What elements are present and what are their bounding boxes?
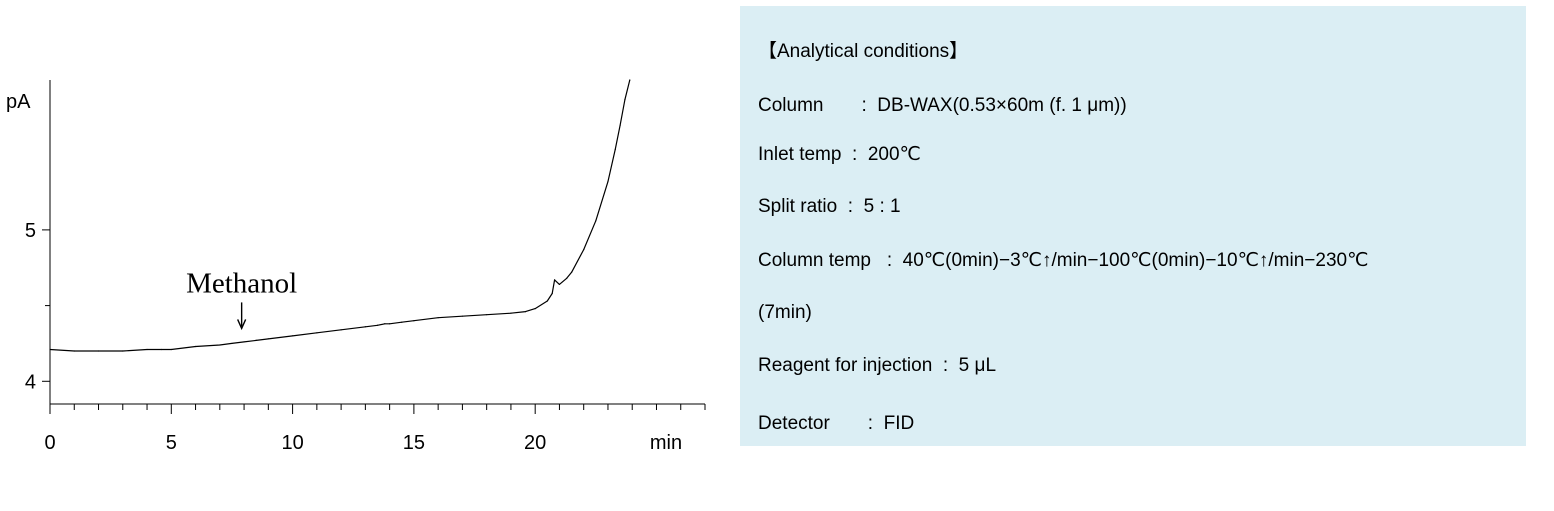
trace-point bbox=[614, 149, 616, 151]
condition-column: Column : DB-WAX(0.53×60m (f. 1 μm)) bbox=[758, 95, 1127, 116]
trace-point bbox=[122, 350, 124, 352]
methanol-arrow-head-icon bbox=[237, 319, 247, 331]
x-tick-label: 20 bbox=[524, 432, 546, 454]
trace-point bbox=[546, 300, 548, 302]
series-layer bbox=[49, 79, 631, 352]
chromatogram-chart: 0 5 10 15 20 min 4 5 pA Methanol bbox=[0, 0, 730, 511]
condition-column-temp-cont: (7min) bbox=[758, 302, 812, 323]
y-tick-label: 4 bbox=[25, 371, 36, 393]
trace-point bbox=[160, 348, 163, 351]
condition-column-temp: Column temp : 40℃(0min)−3℃↑/min−100℃(0mi… bbox=[758, 250, 1369, 271]
chart-axes: 0 5 10 15 20 min 4 5 pA bbox=[6, 80, 706, 454]
y-unit-label: pA bbox=[6, 91, 31, 113]
methanol-annotation: Methanol bbox=[186, 267, 297, 299]
trace-point bbox=[243, 341, 245, 343]
x-tick-label: 0 bbox=[44, 432, 55, 454]
trace-point bbox=[316, 332, 318, 334]
trace-point bbox=[619, 124, 621, 127]
x-tick-label: 5 bbox=[166, 432, 177, 454]
trace-point bbox=[73, 350, 75, 352]
annotation-layer: Methanol bbox=[186, 267, 297, 331]
trace-point bbox=[607, 180, 609, 183]
analytical-conditions-panel: 【Analytical conditions】 Column : DB-WAX(… bbox=[740, 6, 1526, 446]
trace-point bbox=[595, 220, 597, 222]
condition-reagent: Reagent for injection : 5 μL bbox=[758, 355, 997, 376]
trace-point bbox=[566, 277, 568, 279]
trace-point bbox=[291, 335, 294, 337]
trace-point bbox=[401, 321, 403, 323]
chromatogram-svg: 0 5 10 15 20 min 4 5 pA Methanol bbox=[6, 79, 706, 454]
trace-point bbox=[629, 79, 631, 81]
trace-point bbox=[413, 320, 415, 322]
trace-point bbox=[255, 339, 257, 342]
trace-point bbox=[524, 311, 527, 313]
trace-point bbox=[49, 348, 51, 351]
trace-point bbox=[553, 279, 556, 281]
x-tick-label: 10 bbox=[281, 432, 303, 454]
x-unit-label: min bbox=[650, 432, 682, 454]
chromatogram-trace bbox=[49, 79, 631, 352]
y-tick-label: 5 bbox=[25, 220, 36, 242]
trace-point bbox=[583, 248, 585, 251]
trace-point bbox=[570, 271, 573, 273]
trace-point bbox=[461, 315, 464, 317]
conditions-heading: 【Analytical conditions】 bbox=[758, 41, 969, 62]
trace-point bbox=[486, 314, 488, 316]
condition-inlet-temp: Inlet temp : 200℃ bbox=[758, 144, 921, 165]
trace-point bbox=[551, 292, 553, 295]
trace-point bbox=[534, 308, 536, 310]
trace-point bbox=[624, 99, 626, 101]
trace-point bbox=[389, 323, 391, 325]
trace-point bbox=[219, 344, 221, 346]
condition-split-ratio: Split ratio : 5 : 1 bbox=[758, 196, 901, 217]
trace-point bbox=[340, 329, 342, 331]
trace-point bbox=[510, 312, 512, 314]
trace-point bbox=[194, 345, 197, 348]
trace-point bbox=[97, 350, 100, 352]
x-tick-label: 15 bbox=[403, 432, 425, 454]
trace-point bbox=[267, 338, 269, 340]
condition-detector: Detector : FID bbox=[758, 413, 915, 434]
trace-point bbox=[558, 283, 561, 285]
trace-point bbox=[364, 326, 366, 328]
trace-point bbox=[170, 348, 172, 351]
trace-point bbox=[437, 317, 439, 319]
trace-point bbox=[376, 324, 379, 326]
trace-point bbox=[384, 323, 386, 325]
trace-point bbox=[146, 348, 148, 351]
trace-point bbox=[231, 342, 233, 345]
